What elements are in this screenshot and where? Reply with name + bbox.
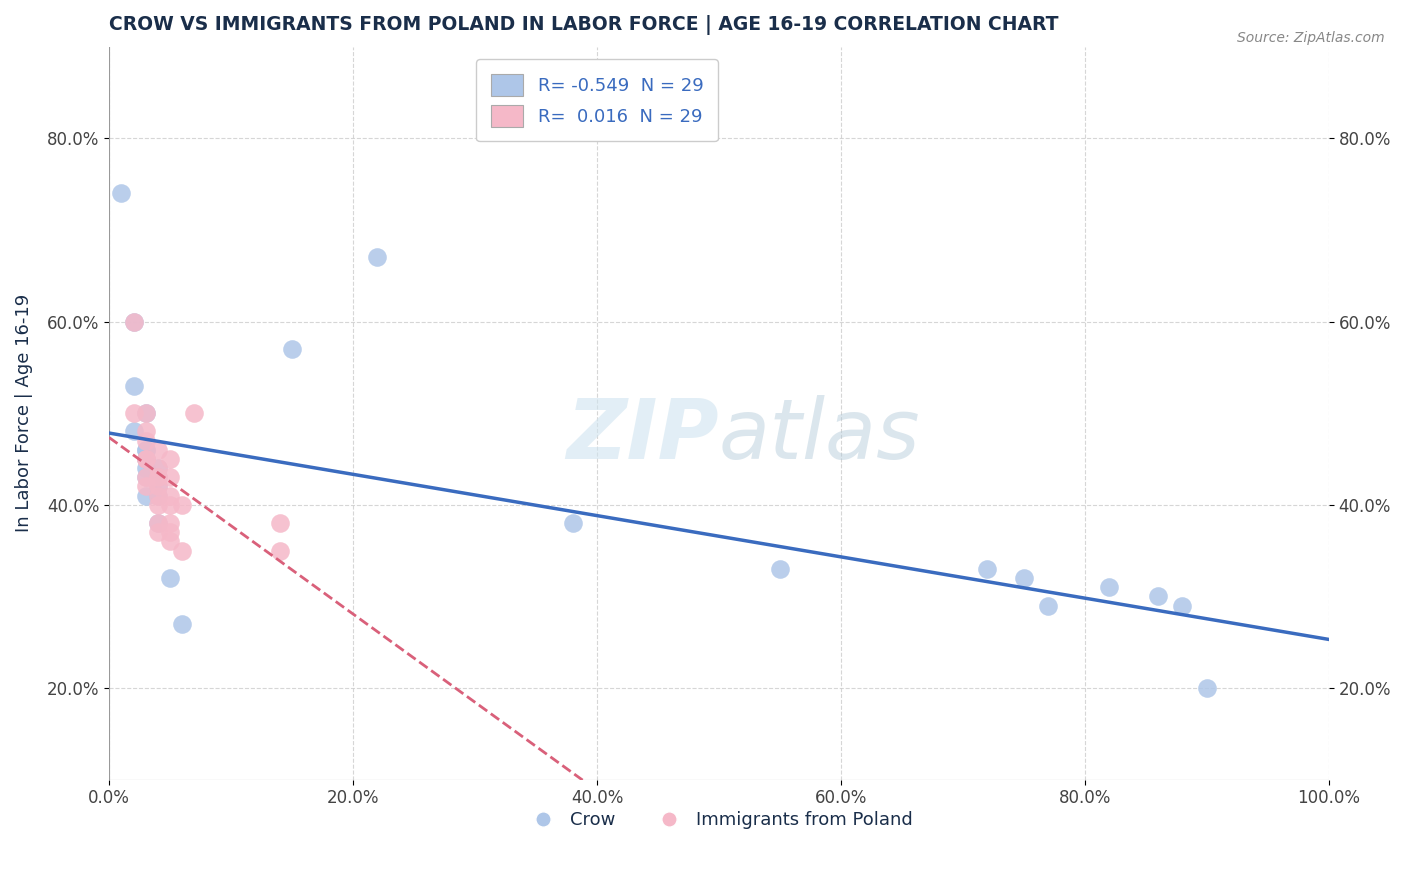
Point bbox=[183, 406, 205, 420]
Point bbox=[159, 489, 181, 503]
Point bbox=[146, 489, 169, 503]
Point bbox=[146, 461, 169, 475]
Point bbox=[122, 406, 145, 420]
Y-axis label: In Labor Force | Age 16-19: In Labor Force | Age 16-19 bbox=[15, 294, 32, 533]
Point bbox=[122, 314, 145, 328]
Point bbox=[135, 479, 157, 493]
Point bbox=[122, 314, 145, 328]
Point bbox=[159, 452, 181, 467]
Point bbox=[561, 516, 583, 530]
Point bbox=[122, 378, 145, 392]
Point bbox=[172, 616, 194, 631]
Point bbox=[366, 251, 388, 265]
Point bbox=[159, 498, 181, 512]
Point bbox=[172, 543, 194, 558]
Point bbox=[135, 470, 157, 484]
Point bbox=[1098, 580, 1121, 594]
Point bbox=[135, 406, 157, 420]
Point bbox=[159, 534, 181, 549]
Point bbox=[122, 425, 145, 439]
Point bbox=[159, 525, 181, 540]
Point bbox=[1171, 599, 1194, 613]
Point bbox=[146, 479, 169, 493]
Point bbox=[135, 442, 157, 457]
Point bbox=[146, 489, 169, 503]
Point bbox=[1038, 599, 1060, 613]
Point bbox=[146, 470, 169, 484]
Point bbox=[135, 489, 157, 503]
Point bbox=[135, 406, 157, 420]
Point bbox=[135, 470, 157, 484]
Point bbox=[135, 452, 157, 467]
Point bbox=[135, 452, 157, 467]
Point bbox=[135, 434, 157, 448]
Point bbox=[976, 562, 998, 576]
Point bbox=[146, 461, 169, 475]
Point bbox=[146, 525, 169, 540]
Point bbox=[159, 571, 181, 585]
Point bbox=[146, 516, 169, 530]
Text: atlas: atlas bbox=[718, 394, 921, 475]
Text: ZIP: ZIP bbox=[567, 394, 718, 475]
Point bbox=[135, 461, 157, 475]
Point bbox=[146, 470, 169, 484]
Point bbox=[159, 470, 181, 484]
Point bbox=[146, 479, 169, 493]
Point bbox=[1195, 681, 1218, 695]
Point bbox=[269, 516, 291, 530]
Point bbox=[172, 498, 194, 512]
Text: CROW VS IMMIGRANTS FROM POLAND IN LABOR FORCE | AGE 16-19 CORRELATION CHART: CROW VS IMMIGRANTS FROM POLAND IN LABOR … bbox=[110, 15, 1059, 35]
Point bbox=[135, 452, 157, 467]
Point bbox=[159, 516, 181, 530]
Point bbox=[1012, 571, 1035, 585]
Text: Source: ZipAtlas.com: Source: ZipAtlas.com bbox=[1237, 31, 1385, 45]
Point bbox=[135, 425, 157, 439]
Point bbox=[1147, 590, 1170, 604]
Point bbox=[135, 442, 157, 457]
Point bbox=[146, 516, 169, 530]
Point bbox=[269, 543, 291, 558]
Point bbox=[146, 498, 169, 512]
Point bbox=[110, 186, 132, 201]
Legend: Crow, Immigrants from Poland: Crow, Immigrants from Poland bbox=[517, 804, 921, 837]
Point bbox=[769, 562, 792, 576]
Point bbox=[146, 442, 169, 457]
Point bbox=[281, 342, 304, 356]
